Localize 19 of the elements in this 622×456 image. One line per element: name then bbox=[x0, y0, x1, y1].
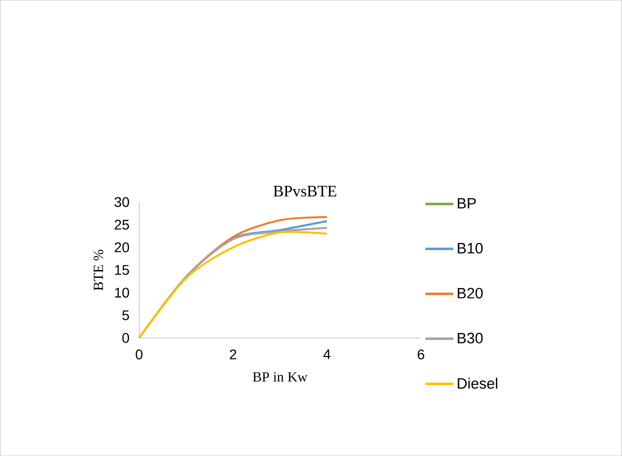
legend-label: B30 bbox=[458, 332, 483, 344]
y-tick-label: 25 bbox=[114, 220, 129, 230]
x-tick-label: 4 bbox=[323, 349, 330, 360]
x-tick-label: 6 bbox=[418, 349, 424, 360]
legend-label: Diesel bbox=[458, 378, 498, 389]
legend-label: B20 bbox=[458, 288, 483, 298]
y-tick-label: 15 bbox=[115, 265, 129, 275]
legend-label: B10 bbox=[458, 242, 483, 254]
chart-title: BPvsBTE bbox=[273, 186, 336, 196]
x-tick-label: 0 bbox=[136, 349, 142, 360]
x-axis-title: BP in Kw bbox=[252, 372, 308, 382]
y-tick-label: 5 bbox=[122, 310, 129, 320]
y-tick-label: 0 bbox=[122, 332, 130, 343]
legend-label: BP bbox=[458, 198, 476, 208]
y-axis-title: BTE % bbox=[94, 250, 104, 290]
y-tick-label: 10 bbox=[115, 288, 130, 298]
y-tick-label: 30 bbox=[114, 197, 130, 207]
x-tick-label: 2 bbox=[230, 349, 236, 360]
y-tick-label: 20 bbox=[114, 242, 130, 252]
